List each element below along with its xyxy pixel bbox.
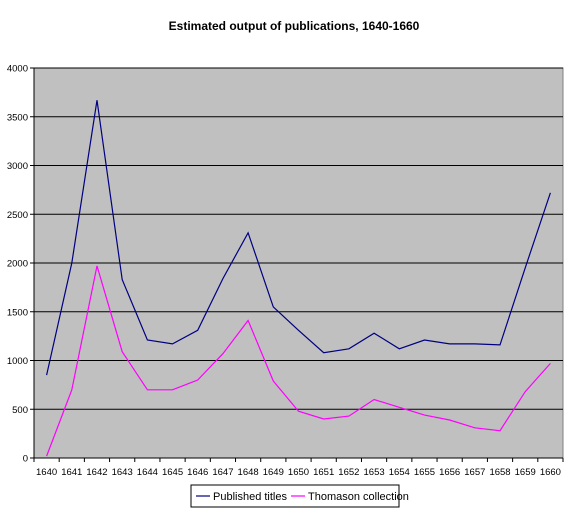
legend: Published titles Thomason collection: [190, 484, 409, 508]
chart-title: Estimated output of publications, 1640-1…: [169, 19, 420, 33]
x-tick-label: 1653: [364, 467, 385, 478]
y-tick-label: 3000: [7, 161, 28, 172]
x-tick-label: 1657: [464, 467, 485, 478]
y-tick-label: 3500: [7, 112, 28, 123]
legend-entry-published-titles: Published titles: [213, 491, 287, 503]
x-tick-label: 1655: [414, 467, 435, 478]
y-tick-label: 2000: [7, 259, 28, 270]
series-line-published-titles: [46, 100, 551, 376]
x-tick-label: 1644: [137, 467, 158, 478]
y-tick-label: 4000: [7, 64, 28, 75]
x-tick-label: 1660: [540, 467, 561, 478]
series-line-thomason-collection: [46, 265, 551, 457]
x-axis-tick-labels: 1640 1641 1642 1643 1644 1645 1646 1647 1648 1649…: [33, 458, 564, 478]
x-tick-label: 1658: [489, 467, 510, 478]
x-tick-label: 1659: [515, 467, 536, 478]
x-tick-label: 1648: [238, 467, 259, 478]
series-lines: [46, 100, 551, 457]
legend-entry-thomason-collection: Thomason collection: [308, 491, 409, 503]
y-axis-tick-labels: 0 500 1000 1500 2000 2500 3000 3500 4000: [7, 64, 34, 465]
y-tick-label: 1500: [7, 307, 28, 318]
x-tick-label: 1641: [61, 467, 82, 478]
x-tick-label: 1643: [112, 467, 133, 478]
x-tick-label: 1647: [212, 467, 233, 478]
y-tick-label: 0: [23, 454, 28, 465]
x-tick-label: 1650: [288, 467, 309, 478]
x-tick-label: 1654: [389, 467, 410, 478]
x-tick-label: 1651: [313, 467, 334, 478]
x-tick-label: 1642: [86, 467, 107, 478]
x-tick-label: 1649: [263, 467, 284, 478]
y-tick-label: 2500: [7, 210, 28, 221]
gridlines: [34, 67, 563, 410]
x-tick-label: 1652: [338, 467, 359, 478]
x-tick-label: 1640: [36, 467, 57, 478]
y-tick-label: 1000: [7, 356, 28, 367]
y-tick-label: 500: [12, 405, 28, 416]
x-tick-label: 1646: [187, 467, 208, 478]
x-tick-label: 1656: [439, 467, 460, 478]
x-tick-label: 1645: [162, 467, 183, 478]
